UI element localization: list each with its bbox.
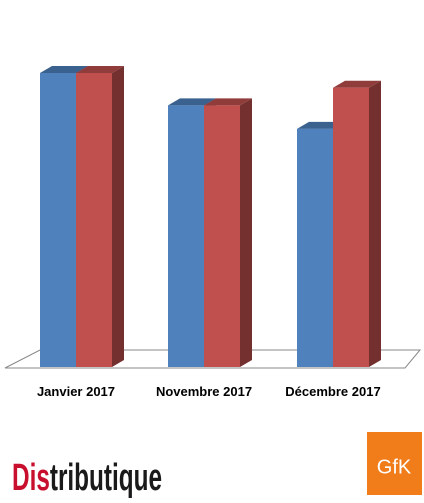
x-tick-label: Novembre 2017 <box>156 384 252 399</box>
logo-part: tributique <box>50 457 162 499</box>
gfk-logo: GfK <box>377 456 412 478</box>
bar-side <box>240 98 252 367</box>
bar-top <box>333 80 381 88</box>
bar-top <box>168 98 216 106</box>
bar-side <box>369 80 381 367</box>
bar-top <box>204 98 252 106</box>
bar <box>76 73 112 367</box>
distributique-logo: Distributique <box>12 457 162 499</box>
bar-side <box>112 66 124 367</box>
bar <box>40 73 76 367</box>
bars <box>40 66 381 367</box>
bar <box>297 128 333 367</box>
gfk-logo-box <box>367 432 422 495</box>
bar <box>168 105 204 367</box>
bar-top <box>76 66 124 73</box>
x-tick-label: Janvier 2017 <box>37 384 115 399</box>
x-tick-label: Décembre 2017 <box>285 384 380 399</box>
logo-part: Dis <box>12 457 50 499</box>
bar <box>204 105 240 367</box>
bar-top <box>40 66 88 73</box>
bar <box>333 87 369 367</box>
